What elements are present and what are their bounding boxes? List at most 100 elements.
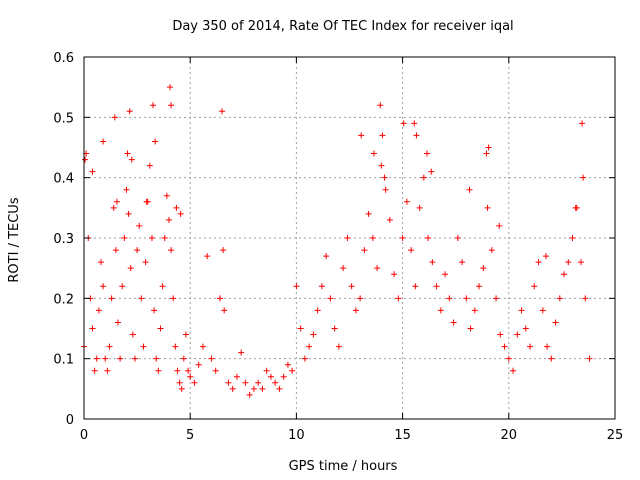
data-point <box>552 319 559 326</box>
data-point <box>123 186 130 193</box>
data-point <box>496 222 503 229</box>
data-point <box>323 253 330 260</box>
data-point <box>424 150 431 157</box>
data-point <box>429 259 436 266</box>
data-point <box>484 204 491 211</box>
data-point <box>400 120 407 127</box>
data-point <box>172 343 179 350</box>
data-point <box>391 271 398 278</box>
data-point <box>358 132 365 139</box>
data-point <box>112 247 119 254</box>
y-axis-label: ROTI / TECUs <box>7 197 22 282</box>
data-point <box>216 295 223 302</box>
data-point <box>505 355 512 362</box>
data-point <box>159 283 166 290</box>
data-point <box>579 120 586 127</box>
data-point <box>180 355 187 362</box>
data-point <box>284 361 291 368</box>
data-point <box>327 295 334 302</box>
data-points <box>81 84 593 398</box>
axis-ticks <box>83 56 616 420</box>
data-point <box>483 150 490 157</box>
x-axis-label: GPS time / hours <box>289 459 398 474</box>
y-tick-label: 0.6 <box>53 51 74 66</box>
data-point <box>121 235 128 241</box>
data-point <box>255 379 262 386</box>
data-point <box>335 343 342 350</box>
data-point <box>493 295 500 302</box>
data-point <box>370 150 377 157</box>
data-point <box>136 222 143 229</box>
data-point <box>100 138 107 145</box>
data-point <box>134 247 141 254</box>
data-point <box>157 325 164 332</box>
data-point <box>167 84 174 91</box>
data-point <box>403 198 410 205</box>
data-point <box>89 168 96 175</box>
data-point <box>442 271 449 278</box>
data-point <box>386 216 393 223</box>
data-point <box>102 355 109 362</box>
data-point <box>100 283 107 290</box>
data-point <box>374 265 381 272</box>
data-point <box>129 331 136 338</box>
data-point <box>182 331 189 338</box>
data-point <box>331 325 338 332</box>
data-point <box>344 235 351 241</box>
data-point <box>556 295 563 302</box>
data-point <box>352 307 359 314</box>
data-point <box>365 210 372 217</box>
y-tick-labels: 0 0.1 0.2 0.3 0.4 0.5 0.6 <box>53 51 74 428</box>
data-point <box>357 295 364 302</box>
data-point <box>89 325 96 332</box>
data-point <box>151 307 158 314</box>
data-point <box>168 247 175 254</box>
data-point <box>142 259 149 266</box>
data-point <box>522 325 529 332</box>
data-point <box>199 343 206 350</box>
data-point <box>170 295 177 302</box>
data-point <box>548 355 555 362</box>
data-point <box>108 295 115 302</box>
x-tick-label: 20 <box>501 428 518 443</box>
data-point <box>293 283 300 290</box>
data-point <box>246 391 253 398</box>
x-tick-label: 10 <box>288 428 305 443</box>
data-point <box>126 108 133 115</box>
data-point <box>454 235 461 241</box>
data-point <box>140 343 147 350</box>
data-point <box>97 259 104 266</box>
data-point <box>446 295 453 302</box>
data-point <box>428 168 435 175</box>
data-point <box>416 204 423 211</box>
data-point <box>501 343 508 350</box>
data-point <box>340 265 347 272</box>
data-point <box>153 355 160 362</box>
data-point <box>104 367 111 374</box>
data-point <box>306 343 313 350</box>
data-point <box>408 247 415 254</box>
data-point <box>395 295 402 302</box>
data-point <box>476 283 483 290</box>
data-point <box>459 259 466 266</box>
y-tick-label: 0.5 <box>53 111 74 126</box>
data-point <box>437 307 444 314</box>
data-point <box>187 373 194 380</box>
data-point <box>204 253 211 260</box>
data-point <box>131 355 138 362</box>
data-point <box>497 331 504 338</box>
data-point <box>124 150 131 157</box>
data-point <box>155 367 162 374</box>
data-point <box>219 108 226 115</box>
data-point <box>259 385 266 392</box>
data-point <box>263 367 270 374</box>
data-point <box>110 204 117 211</box>
data-point <box>195 361 202 368</box>
data-point <box>106 343 113 350</box>
data-point <box>480 265 487 272</box>
data-point <box>185 367 192 374</box>
data-point <box>152 138 159 145</box>
data-point <box>539 307 546 314</box>
data-point <box>314 307 321 314</box>
